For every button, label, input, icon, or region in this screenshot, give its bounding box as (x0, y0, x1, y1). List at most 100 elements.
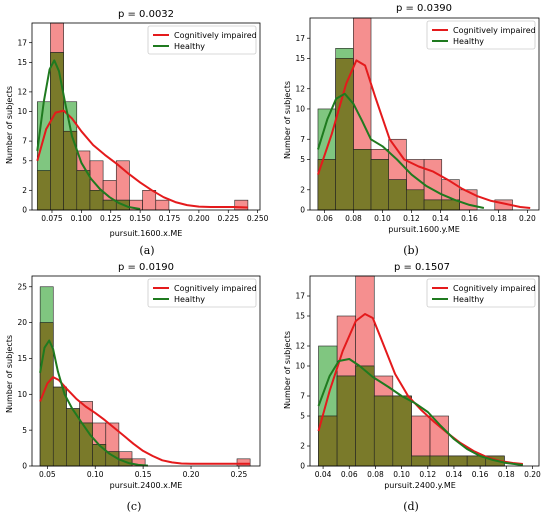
plot-frame (309, 275, 540, 467)
x-tick-label: 0.14 (446, 470, 463, 479)
x-tick-label: 0.18 (498, 470, 515, 479)
y-tick-label: 12 (295, 84, 305, 93)
x-tick-label: 0.06 (341, 470, 358, 479)
legend-box (426, 278, 536, 308)
x-tick-label: 0.20 (519, 214, 536, 223)
plot-frame (309, 17, 540, 211)
panel-d: p = 0.1507 Number of subjects pursuit.24… (283, 262, 541, 513)
x-tick-label: 0.14 (432, 214, 449, 223)
bar-overlap (335, 58, 354, 211)
y-tick-label: 7 (22, 137, 27, 146)
x-tick-label: 0.10 (374, 214, 391, 223)
y-tick-label: 0 (22, 462, 27, 471)
bar-overlap (392, 395, 412, 467)
x-tick-label: 0.250 (247, 214, 269, 223)
x-tick-label: 0.15 (135, 470, 152, 479)
x-tick-label: 0.20 (183, 470, 200, 479)
x-tick-label: 0.25 (231, 470, 248, 479)
y-tick-label: 15 (17, 354, 27, 363)
panel-caption: (c) (127, 500, 142, 513)
y-axis-label: Number of subjects (5, 86, 14, 164)
bar-overlap (102, 199, 117, 211)
bar-impaired (142, 190, 157, 211)
x-tick-label: 0.06 (316, 214, 333, 223)
x-tick-label: 0.125 (100, 214, 122, 223)
x-tick-label: 0.100 (71, 214, 93, 223)
legend-label-healthy: Healthy (174, 42, 205, 51)
legend-box (147, 278, 257, 308)
legend-box (147, 25, 257, 55)
panel-a: p = 0.0032 Number of subjects pursuit.16… (5, 9, 269, 257)
y-tick-label: 5 (22, 156, 27, 165)
bar-overlap (50, 52, 64, 211)
panel-caption: (d) (403, 500, 419, 513)
y-tick-label: 0 (22, 206, 27, 215)
chart-title: p = 0.0390 (396, 3, 452, 14)
y-tick-label: 25 (17, 282, 27, 291)
plot-frame (31, 275, 261, 467)
y-tick-label: 17 (17, 38, 27, 47)
y-tick-label: 20 (17, 318, 27, 327)
x-tick-label: 0.175 (159, 214, 181, 223)
bar-overlap (36, 170, 51, 211)
legend-box (426, 20, 536, 50)
bar-overlap (370, 159, 390, 211)
x-tick-label: 0.200 (188, 214, 210, 223)
bar-overlap (411, 455, 431, 467)
x-tick-label: 0.08 (367, 470, 384, 479)
x-tick-label: 0.16 (461, 214, 478, 223)
legend-label-impaired: Cognitively impaired (453, 284, 536, 293)
x-tick-label: 0.150 (129, 214, 151, 223)
bar-overlap (406, 189, 425, 211)
kde-line-impaired (36, 109, 248, 209)
kde-line-healthy (317, 92, 485, 209)
y-tick-label: 5 (300, 155, 305, 164)
bar-overlap (52, 386, 67, 467)
x-axis-label: pursuit.2400.y.ME (384, 481, 456, 490)
panel-b: p = 0.0390 Number of subjects pursuit.16… (283, 3, 540, 257)
bar-overlap (388, 179, 407, 211)
legend-label-impaired: Cognitively impaired (174, 31, 257, 40)
legend: Cognitively impaired Healthy (426, 278, 536, 308)
legend: Cognitively impaired Healthy (426, 20, 536, 50)
kde-line-healthy (36, 59, 141, 210)
x-tick-label: 0.075 (41, 214, 63, 223)
bar-overlap (355, 365, 375, 467)
bar-overlap (448, 455, 468, 467)
kde-line-impaired (317, 59, 531, 209)
y-tick-label: 2 (300, 185, 305, 194)
y-tick-label: 2 (22, 186, 27, 195)
bar-overlap (373, 395, 394, 467)
y-tick-label: 0 (300, 462, 305, 471)
legend-label-healthy: Healthy (453, 37, 484, 46)
panel-caption: (b) (403, 244, 419, 257)
bar-impaired (236, 458, 251, 467)
y-tick-label: 17 (295, 292, 305, 301)
x-tick-label: 0.10 (87, 470, 104, 479)
legend-label-impaired: Cognitively impaired (453, 26, 536, 35)
kde-line-healthy (39, 339, 148, 467)
x-tick-label: 0.04 (315, 470, 332, 479)
chart-title: p = 0.0190 (118, 262, 174, 273)
y-tick-label: 15 (17, 58, 27, 67)
x-tick-label: 0.10 (393, 470, 410, 479)
y-tick-label: 15 (295, 54, 305, 63)
kde-line-healthy (317, 358, 524, 466)
legend: Cognitively impaired Healthy (147, 25, 257, 55)
y-tick-label: 15 (295, 312, 305, 321)
y-tick-label: 10 (17, 107, 27, 116)
x-tick-label: 0.18 (490, 214, 507, 223)
x-tick-label: 0.08 (345, 214, 362, 223)
x-tick-label: 0.05 (39, 470, 56, 479)
bar-overlap (336, 375, 356, 467)
bar-overlap (353, 149, 372, 211)
y-tick-label: 12 (295, 342, 305, 351)
panel-c: p = 0.0190 Number of subjects pursuit.24… (5, 262, 261, 513)
bar-overlap (76, 170, 91, 211)
y-axis-label: Number of subjects (5, 335, 14, 413)
panel-caption: (a) (139, 244, 154, 257)
y-tick-label: 10 (295, 105, 305, 114)
y-tick-label: 7 (300, 135, 305, 144)
chart-title: p = 0.0032 (118, 9, 174, 20)
y-tick-label: 5 (22, 426, 27, 435)
